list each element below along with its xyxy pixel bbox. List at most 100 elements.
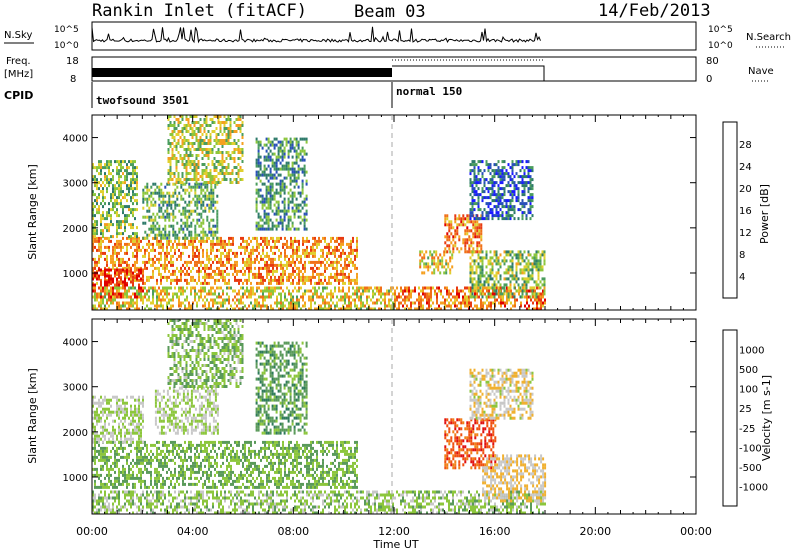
cell-r11 <box>483 169 486 173</box>
cell-r11 <box>493 163 496 167</box>
cell-r2 <box>96 223 98 227</box>
cell-r0 <box>156 278 158 282</box>
cell-r7 <box>412 301 414 305</box>
cell-r0 <box>240 245 242 249</box>
cell-r6 <box>182 292 184 296</box>
cell-r0 <box>204 272 206 276</box>
cell-r4 <box>209 139 212 142</box>
cell-r6 <box>312 286 314 290</box>
cell-r0 <box>160 278 162 282</box>
cell-r4 <box>177 121 180 124</box>
cell-r5 <box>255 191 258 195</box>
cell-r5 <box>265 155 268 159</box>
cell-r1 <box>122 268 124 272</box>
cell-r11 <box>487 181 490 185</box>
cell-r7 <box>410 292 412 296</box>
cell-r11 <box>523 169 526 173</box>
cell-r2 <box>104 217 106 221</box>
cell-r11 <box>481 160 484 164</box>
cell-r6 <box>390 304 392 308</box>
cell-r0 <box>192 254 194 258</box>
cell-r10 <box>513 286 516 290</box>
cell-r1 <box>122 280 124 284</box>
cell-r10 <box>505 259 508 263</box>
cell-r0 <box>234 251 236 255</box>
beam-title: Beam 03 <box>354 2 426 22</box>
cell-r3 <box>164 236 167 240</box>
cell-r11 <box>529 193 532 197</box>
cell-r7 <box>456 298 458 302</box>
cell-r6 <box>168 292 170 296</box>
cell-r6 <box>104 295 106 299</box>
cell-r7 <box>464 295 466 299</box>
cell-r1 <box>104 268 106 272</box>
cell-r7 <box>398 295 400 299</box>
cell-r4 <box>223 166 226 169</box>
cell-r6 <box>258 301 260 305</box>
cell-r0 <box>352 260 354 264</box>
cell-r3 <box>206 218 209 222</box>
cell-r3 <box>212 224 215 228</box>
cell-r11 <box>501 178 504 182</box>
cell-r6 <box>342 304 344 308</box>
cell-r1 <box>118 283 120 287</box>
cell-r0 <box>326 251 328 255</box>
cell-r6 <box>118 289 120 293</box>
cell-r5 <box>265 143 268 147</box>
cell-r0 <box>254 266 256 270</box>
cell-r0 <box>136 272 138 276</box>
cell-r6 <box>252 304 254 308</box>
cell-r2 <box>104 178 106 182</box>
cell-r5 <box>305 194 308 198</box>
cell-r0 <box>204 266 206 270</box>
cell-r2 <box>98 196 100 200</box>
cell-r1 <box>92 274 94 278</box>
cell-r0 <box>242 239 244 243</box>
cell-r0 <box>172 272 174 276</box>
cell-r0 <box>198 248 200 252</box>
cell-r0 <box>200 239 202 243</box>
cell-r0 <box>140 266 142 270</box>
cell-r7 <box>450 292 452 296</box>
cell-r5 <box>275 155 278 159</box>
cell-r6 <box>284 295 286 299</box>
cell-r10 <box>517 250 520 254</box>
cell-r4 <box>229 130 232 133</box>
cell-r3 <box>164 215 167 219</box>
cell-r3 <box>158 197 161 201</box>
cell-r6 <box>240 286 242 290</box>
cell-r11 <box>515 187 518 191</box>
cell-r3 <box>208 206 211 210</box>
cell-r10 <box>475 271 478 275</box>
cell-r1 <box>100 280 102 284</box>
cell-r0 <box>246 257 248 261</box>
cell-r8 <box>445 259 448 263</box>
cell-r4 <box>209 178 212 181</box>
cell-r3 <box>212 197 215 201</box>
cell-r3 <box>216 209 219 213</box>
cell-r0 <box>184 272 186 276</box>
cell-r0 <box>202 275 204 279</box>
cell-r10 <box>535 280 538 284</box>
cell-r7 <box>482 289 484 293</box>
cell-r5 <box>279 194 282 198</box>
cell-r5 <box>279 149 282 153</box>
cell-r6 <box>118 307 120 311</box>
cell-r10 <box>505 277 508 281</box>
cell-r4 <box>239 157 242 160</box>
cell-r8 <box>449 259 452 263</box>
cell-r4 <box>223 121 226 124</box>
cell-r9 <box>476 229 479 233</box>
cell-r0 <box>114 242 116 246</box>
cell-r0 <box>192 257 194 261</box>
cell-r10 <box>525 265 528 269</box>
cell-r1 <box>100 268 102 272</box>
cell-r3 <box>200 203 203 207</box>
cell-r11 <box>499 214 502 218</box>
cell-r2 <box>130 187 132 191</box>
cell-r4 <box>185 130 188 133</box>
cell-r4 <box>213 175 216 178</box>
cell-r0 <box>174 239 176 243</box>
cell-r6 <box>270 304 272 308</box>
cell-r2 <box>106 175 108 179</box>
